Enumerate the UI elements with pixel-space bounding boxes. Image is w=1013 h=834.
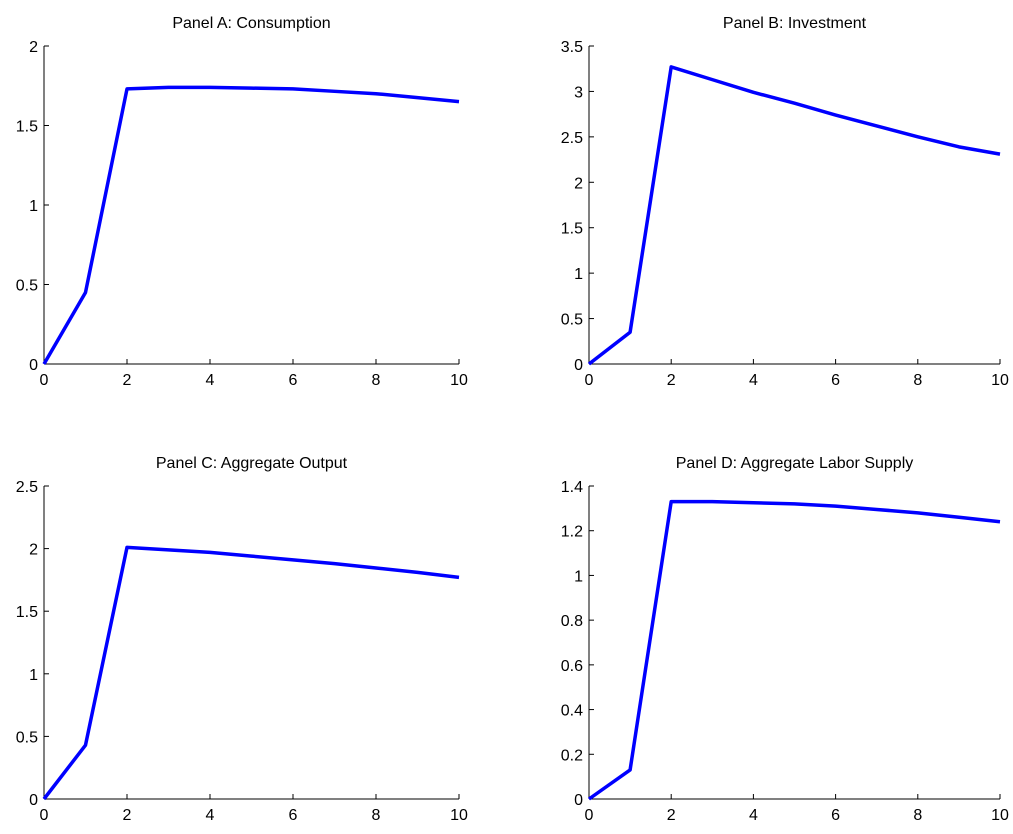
panel-title: Panel C: Aggregate Output xyxy=(156,455,348,472)
x-tick-label: 8 xyxy=(372,372,381,389)
y-tick-label: 1.5 xyxy=(561,221,583,238)
y-tick-label: 1.5 xyxy=(16,119,38,136)
x-tick-label: 6 xyxy=(831,372,840,389)
x-tick-label: 10 xyxy=(991,372,1009,389)
x-tick-label: 8 xyxy=(913,807,922,824)
x-tick-label: 6 xyxy=(831,807,840,824)
line xyxy=(42,85,460,365)
x-tick-label: 4 xyxy=(206,372,215,389)
y-tick-label: 1.4 xyxy=(561,479,583,496)
panel-title: Panel B: Investment xyxy=(723,15,867,32)
y-tick-label: 1 xyxy=(29,667,38,684)
x-tick-label: 2 xyxy=(667,372,676,389)
x-tick-label: 0 xyxy=(585,372,594,389)
x-tick-label: 10 xyxy=(450,372,468,389)
y-tick-label: 0.4 xyxy=(561,703,583,720)
line xyxy=(587,65,1001,366)
y-tick-label: 2 xyxy=(29,39,38,56)
y-tick-label: 2 xyxy=(29,542,38,559)
x-tick-label: 4 xyxy=(749,372,758,389)
x-tick-label: 4 xyxy=(749,807,758,824)
y-tick-label: 1.5 xyxy=(16,604,38,621)
y-tick-label: 2.5 xyxy=(16,479,38,496)
y-tick-label: 0.6 xyxy=(561,658,583,675)
panel-title: Panel A: Consumption xyxy=(172,15,330,32)
x-tick-label: 10 xyxy=(450,807,468,824)
x-tick-label: 0 xyxy=(585,807,594,824)
y-tick-label: 0.5 xyxy=(561,312,583,329)
x-tick-label: 8 xyxy=(372,807,381,824)
y-tick-label: 0.2 xyxy=(561,747,583,764)
x-tick-label: 4 xyxy=(206,807,215,824)
x-tick-label: 2 xyxy=(123,372,132,389)
y-tick-label: 0.8 xyxy=(561,613,583,630)
x-tick-label: 6 xyxy=(289,807,298,824)
y-tick-label: 0 xyxy=(574,792,583,809)
y-tick-label: 1 xyxy=(574,568,583,585)
panel-title: Panel D: Aggregate Labor Supply xyxy=(676,455,914,472)
y-tick-label: 1 xyxy=(574,266,583,283)
x-tick-label: 8 xyxy=(913,372,922,389)
y-tick-label: 0.5 xyxy=(16,278,38,295)
x-tick-label: 0 xyxy=(40,372,49,389)
y-tick-label: 3.5 xyxy=(561,39,583,56)
y-tick-label: 1 xyxy=(29,198,38,215)
line xyxy=(587,499,1001,801)
x-tick-label: 10 xyxy=(991,807,1009,824)
y-tick-label: 0 xyxy=(29,792,38,809)
y-tick-label: 1.2 xyxy=(561,524,583,541)
x-tick-label: 2 xyxy=(667,807,676,824)
x-tick-label: 2 xyxy=(123,807,132,824)
y-tick-label: 2 xyxy=(574,175,583,192)
y-tick-label: 0.5 xyxy=(16,729,38,746)
x-tick-label: 6 xyxy=(289,372,298,389)
x-tick-label: 0 xyxy=(40,807,49,824)
y-tick-label: 3 xyxy=(574,84,583,101)
y-tick-label: 0 xyxy=(574,357,583,374)
y-tick-label: 2.5 xyxy=(561,130,583,147)
y-tick-label: 0 xyxy=(29,357,38,374)
line xyxy=(42,545,460,801)
